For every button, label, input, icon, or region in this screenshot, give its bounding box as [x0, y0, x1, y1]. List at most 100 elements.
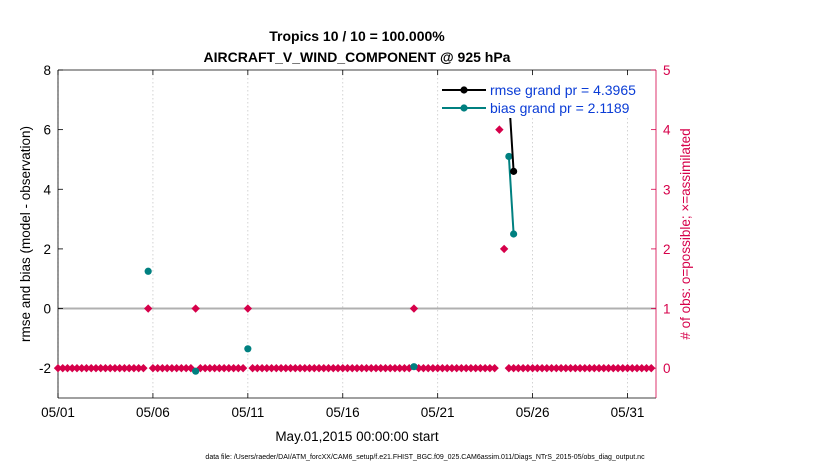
obs-count-marker — [452, 363, 461, 373]
obs-count-marker — [514, 363, 523, 373]
obs-count-marker — [305, 363, 314, 373]
obs-count-marker — [101, 363, 110, 373]
obs-count-marker — [106, 363, 115, 373]
obs-count-marker — [632, 363, 642, 373]
obs-count-marker — [295, 363, 305, 373]
obs-count-marker — [200, 363, 210, 373]
obs-count-marker — [461, 363, 471, 373]
obs-count-marker — [386, 363, 395, 373]
axes: 05/01 05/06 05/11 05/16 05/21 05/26 05/31 -2 0 2 4… — [39, 63, 671, 420]
obs-count-marker — [428, 363, 438, 373]
plot-area — [57, 70, 656, 398]
obs-count-marker — [333, 363, 343, 373]
obs-count-marker — [623, 363, 632, 373]
obs-count-marker — [115, 363, 124, 373]
x-tick-label: 05/21 — [421, 405, 455, 420]
obs-count-marker — [143, 304, 153, 313]
chart-subtitle: AIRCRAFT_V_WIND_COMPONENT @ 925 hPa — [204, 49, 511, 65]
bias-point — [144, 267, 152, 275]
rmse-point — [510, 167, 518, 175]
obs-count-marker — [528, 363, 537, 373]
bias-point — [510, 230, 518, 238]
obs-count-marker — [495, 125, 504, 134]
obs-count-marker — [466, 363, 476, 373]
obs-count-marker — [618, 363, 627, 373]
obs-count-marker — [604, 363, 613, 373]
series-layer — [53, 91, 656, 375]
obs-count-marker — [324, 363, 333, 373]
obs-count-marker — [319, 363, 328, 373]
obs-count-marker — [177, 363, 186, 373]
obs-count-marker — [53, 363, 63, 373]
obs-count-marker — [504, 363, 514, 373]
y-tick-label: 0 — [43, 302, 51, 317]
y2-tick-label: 5 — [663, 63, 671, 78]
data-file-footnote: data file: /Users/raeder/DAI/ATM_forcXX/… — [205, 454, 645, 461]
obs-count-marker — [124, 363, 134, 373]
obs-count-marker — [423, 363, 433, 373]
obs-count-marker — [129, 363, 139, 373]
obs-count-marker — [343, 363, 352, 373]
obs-count-marker — [480, 363, 490, 373]
obs-count-marker — [395, 363, 404, 373]
y-axis-label: rmse and bias (model - observation) — [18, 126, 33, 342]
obs-count-marker — [248, 363, 257, 373]
obs-count-marker — [599, 363, 608, 373]
obs-count-marker — [262, 363, 272, 373]
obs-count-marker — [537, 363, 547, 373]
legend-bias-label: bias grand pr = 2.1189 — [490, 100, 630, 116]
obs-count-marker — [162, 363, 172, 373]
obs-count-marker — [229, 363, 238, 373]
obs-count-marker — [642, 363, 651, 373]
x-axis-label: May.01,2015 00:00:00 start — [275, 429, 439, 444]
y2-tick-label: 3 — [663, 182, 671, 197]
x-tick-label: 05/31 — [611, 405, 645, 420]
obs-count-marker — [457, 363, 466, 373]
obs-count-marker — [286, 363, 295, 373]
legend-rmse-label: rmse grand pr = 4.3965 — [490, 82, 636, 98]
obs-count-marker — [96, 363, 105, 373]
obs-count-marker — [272, 363, 281, 373]
obs-count-marker — [234, 363, 243, 373]
y-tick-label: 2 — [43, 242, 51, 257]
obs-count-marker — [224, 363, 234, 373]
obs-count-marker — [594, 363, 604, 373]
obs-count-marker — [575, 363, 585, 373]
obs-count-marker — [210, 363, 219, 373]
obs-count-marker — [243, 304, 253, 313]
bias-point — [505, 152, 513, 161]
obs-count-marker — [556, 363, 566, 373]
obs-count-marker — [253, 363, 262, 373]
obs-count-marker — [609, 363, 618, 373]
legend-rmse-marker — [460, 86, 468, 94]
obs-count-marker — [158, 363, 167, 373]
obs-count-marker — [148, 363, 158, 373]
obs-count-marker — [238, 363, 248, 373]
obs-count-marker — [58, 363, 67, 373]
obs-count-marker — [352, 363, 362, 373]
obs-count-marker — [442, 363, 452, 373]
obs-count-marker — [376, 363, 385, 373]
obs-count-marker — [580, 363, 590, 373]
chart-title: Tropics 10 / 10 = 100.000% — [269, 28, 445, 44]
obs-count-marker — [362, 363, 371, 373]
obs-count-marker — [371, 363, 381, 373]
obs-count-marker — [433, 363, 442, 373]
obs-count-marker — [381, 363, 390, 373]
obs-count-marker — [172, 363, 181, 373]
obs-count-marker — [357, 363, 366, 373]
obs-count-marker — [585, 363, 594, 373]
y2-tick-label: 2 — [663, 242, 671, 257]
x-tick-label: 05/11 — [231, 405, 264, 420]
obs-count-marker — [281, 363, 291, 373]
obs-count-marker — [291, 363, 300, 373]
obs-count-marker — [390, 363, 400, 373]
obs-count-marker — [181, 363, 191, 373]
legend-bias-marker — [460, 104, 468, 112]
y-tick-label: 6 — [43, 123, 51, 138]
obs-count-marker — [338, 363, 347, 373]
obs-count-marker — [215, 363, 224, 373]
obs-count-marker — [590, 363, 599, 373]
legend-box — [440, 78, 650, 118]
obs-count-marker — [561, 363, 571, 373]
